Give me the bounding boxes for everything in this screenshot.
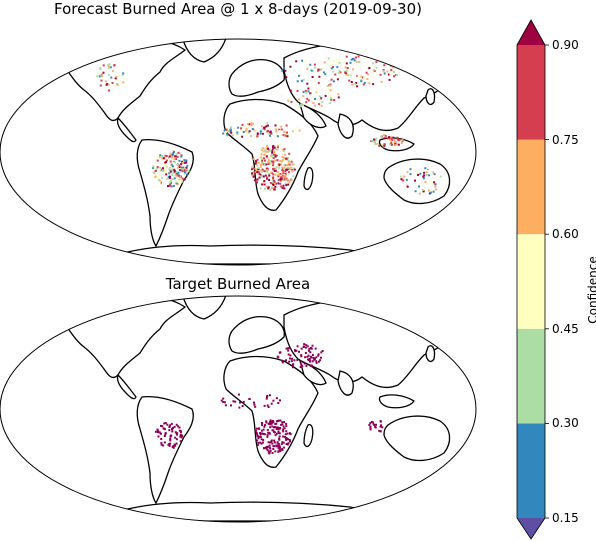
colorbar-tick-label: 0.30 bbox=[552, 416, 579, 431]
colorbar-extend-over bbox=[517, 20, 545, 45]
map-title-forecast: Forecast Burned Area @ 1 x 8-days (2019-… bbox=[54, 0, 422, 18]
colorbar-extend-under bbox=[517, 518, 545, 539]
forecast-map bbox=[59, 39, 467, 265]
colorbar-bin bbox=[517, 139, 545, 235]
colorbar-tick-label: 0.90 bbox=[552, 38, 579, 52]
map-title-target: Target Burned Area bbox=[165, 275, 311, 293]
target-map-border bbox=[0, 295, 477, 523]
colorbar-tick-label: 0.60 bbox=[552, 227, 579, 242]
target-burned-area-pixels bbox=[154, 343, 384, 455]
colorbar-label: Confidence bbox=[586, 256, 596, 324]
colorbar-tick-label: 0.45 bbox=[552, 321, 579, 336]
colorbar-bin bbox=[517, 234, 545, 329]
colorbar-bin bbox=[517, 45, 545, 140]
target-map bbox=[59, 296, 467, 522]
forecast-burned-area-pixels bbox=[96, 55, 442, 195]
forecast-map-border bbox=[0, 38, 477, 266]
colorbar-tick-label: 0.15 bbox=[552, 511, 579, 525]
colorbar-bin bbox=[517, 423, 545, 518]
colorbar-bin bbox=[517, 328, 545, 424]
colorbar bbox=[516, 19, 549, 540]
colorbar-tick-label: 0.75 bbox=[552, 132, 579, 147]
